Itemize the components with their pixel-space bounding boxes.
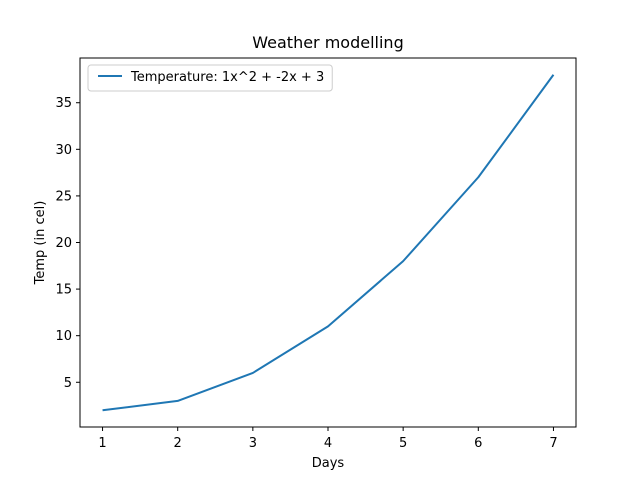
x-tick-label: 2 <box>174 436 182 451</box>
legend: Temperature: 1x^2 + -2x + 3 <box>87 64 333 92</box>
series-line <box>102 74 555 412</box>
x-tick-label: 5 <box>399 436 407 451</box>
legend-label: Temperature: 1x^2 + -2x + 3 <box>130 70 324 85</box>
series-layer <box>102 74 555 412</box>
x-tick-label: 7 <box>549 436 557 451</box>
x-tick-label: 1 <box>98 436 106 451</box>
y-ticks: 5 10 15 20 25 30 35 <box>55 96 80 391</box>
x-tick-label: 3 <box>249 436 257 451</box>
x-tick-label: 6 <box>474 436 482 451</box>
y-tick-label: 25 <box>55 189 72 204</box>
legend-box <box>87 64 333 92</box>
x-axis-label: Days <box>312 456 345 471</box>
chart-title: Weather modelling <box>252 33 403 52</box>
x-ticks: 1 2 3 4 5 6 7 <box>98 427 558 451</box>
y-tick-label: 15 <box>55 283 72 298</box>
y-tick-label: 30 <box>55 143 72 158</box>
x-tick-label: 4 <box>324 436 332 451</box>
y-tick-label: 20 <box>55 236 72 251</box>
y-axis-label: Temp (in cel) <box>33 201 48 286</box>
y-tick-label: 5 <box>64 376 72 391</box>
y-tick-label: 35 <box>55 96 72 111</box>
y-tick-label: 10 <box>55 329 72 344</box>
